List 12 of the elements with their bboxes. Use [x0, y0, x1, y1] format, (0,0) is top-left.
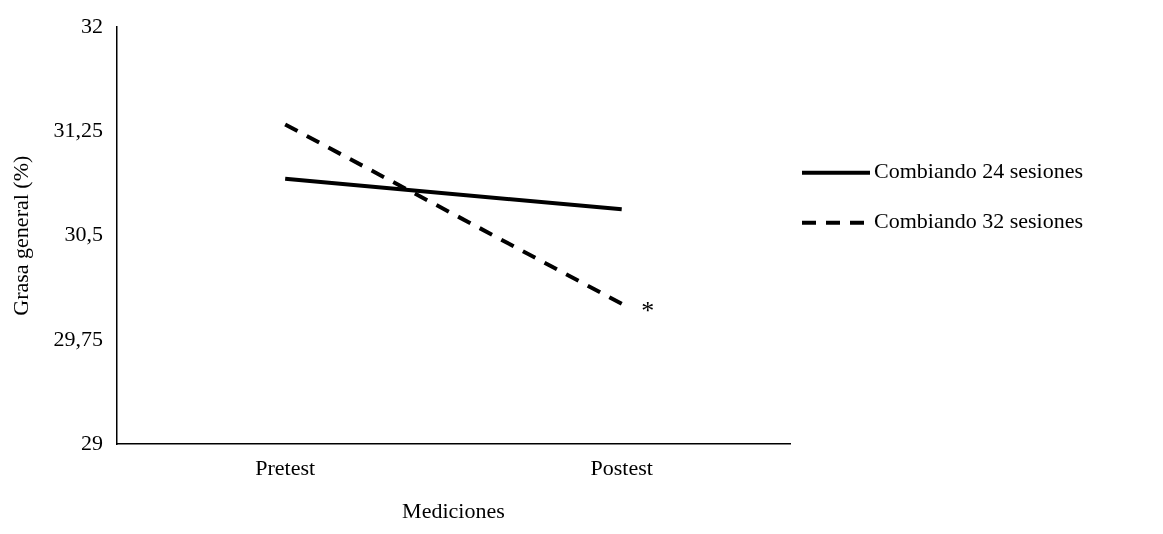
legend-label: Combiando 24 sesiones	[874, 158, 1083, 184]
y-tick-label: 31,25	[53, 117, 103, 143]
y-tick-label: 32	[80, 12, 103, 38]
x-axis-title: Mediciones	[402, 497, 505, 523]
x-tick-label: Postest	[590, 455, 653, 481]
y-tick-label: 29	[80, 429, 103, 455]
y-tick-label: 29,75	[53, 325, 103, 351]
annotation: *	[641, 295, 655, 325]
y-tick-label: 30,5	[64, 221, 103, 247]
y-axis-title: Grasa general (%)	[7, 155, 33, 316]
x-tick-label: Pretest	[255, 455, 316, 481]
legend-label: Combiando 32 sesiones	[874, 208, 1083, 234]
